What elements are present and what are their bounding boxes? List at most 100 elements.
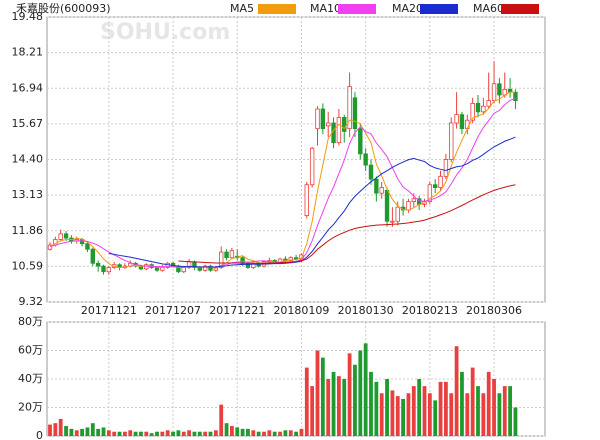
- candle-body: [309, 147, 315, 186]
- volume-bar: [331, 371, 336, 436]
- legend-label: MA10: [310, 2, 341, 15]
- volume-bar: [213, 430, 218, 436]
- volume-bar: [492, 379, 496, 436]
- candle-body: [63, 233, 69, 239]
- volume-bar: [374, 381, 379, 436]
- volume-bar: [486, 371, 491, 436]
- volume-bar: [278, 431, 282, 436]
- candle-body: [390, 220, 395, 223]
- candle-body: [374, 178, 379, 194]
- chart-title: 禾嘉股份(600093): [16, 1, 111, 15]
- x-tick-label: 20171121: [81, 304, 137, 317]
- candle-body: [90, 248, 95, 264]
- volume-bar: [64, 426, 68, 436]
- volume-bar: [465, 393, 470, 436]
- volume-bar: [149, 433, 154, 436]
- legend-label: MA20: [392, 2, 423, 15]
- candle-body: [181, 267, 186, 273]
- x-tick-label: 20171221: [209, 304, 265, 317]
- volume-bar: [422, 386, 427, 436]
- volume-bar: [369, 371, 373, 436]
- candle-body: [154, 267, 160, 271]
- volume-bar: [144, 431, 149, 436]
- volume-bar: [123, 431, 127, 436]
- volume-bar: [294, 431, 298, 436]
- volume-bar: [187, 430, 191, 436]
- legend-swatch: [258, 4, 296, 14]
- y-tick-label: 40万: [18, 372, 43, 385]
- candle-body: [432, 184, 438, 188]
- candle-body: [315, 108, 320, 130]
- volume-bar: [513, 407, 518, 436]
- volume-bar: [288, 430, 293, 436]
- volume-bar: [53, 423, 58, 436]
- volume-bar: [353, 364, 357, 436]
- candle-body: [101, 265, 106, 273]
- candle-body: [454, 114, 459, 124]
- volume-bar: [299, 428, 304, 436]
- candle-body: [229, 250, 235, 259]
- volume-bar: [390, 390, 395, 436]
- volume-bar: [192, 431, 197, 436]
- candle-body: [95, 262, 101, 267]
- legend-swatch: [420, 4, 458, 14]
- legend-label: MA60: [473, 2, 504, 15]
- candle-body: [481, 105, 486, 113]
- volume-bar: [427, 393, 432, 436]
- volume-bar: [379, 393, 384, 436]
- candle-body: [320, 108, 326, 130]
- volume-bar: [181, 431, 186, 436]
- ma-line: [178, 184, 516, 264]
- x-tick-label: 20180213: [402, 304, 458, 317]
- candle-body: [470, 102, 475, 121]
- candle-body: [347, 86, 352, 130]
- candle-body: [497, 83, 502, 96]
- ma-line: [49, 91, 516, 269]
- volume-bar: [460, 371, 464, 436]
- y-tick-label: 18.21: [12, 46, 44, 59]
- volume-bar: [256, 431, 261, 436]
- candle-body: [58, 233, 63, 240]
- volume-bar: [262, 431, 266, 436]
- volume-bar: [165, 430, 170, 436]
- candle-body: [411, 198, 416, 202]
- candle-body: [438, 175, 443, 188]
- candle-body: [427, 184, 433, 202]
- candle-body: [202, 265, 208, 271]
- candle-body: [363, 153, 368, 166]
- volume-bar: [176, 430, 181, 436]
- volume-bar: [235, 427, 240, 436]
- volume-bar: [283, 430, 288, 436]
- legend-swatch: [501, 4, 539, 14]
- volume-bar: [347, 353, 352, 436]
- volume-bar: [454, 346, 459, 436]
- volume-bar: [112, 431, 117, 436]
- candle-body: [486, 100, 491, 107]
- candle-body: [406, 201, 411, 211]
- candle-body: [224, 251, 229, 259]
- volume-bar: [363, 343, 368, 436]
- volume-bar: [48, 424, 52, 436]
- volume-bar: [272, 431, 277, 436]
- candle-body: [352, 97, 358, 130]
- x-tick-label: 20180306: [466, 304, 522, 317]
- candle-body: [208, 265, 213, 271]
- volume-bar: [438, 381, 443, 436]
- volume-bar: [155, 431, 159, 436]
- candle-body: [293, 257, 299, 260]
- candle-body: [342, 117, 347, 132]
- legend-label: MA5: [230, 2, 254, 15]
- candle-body: [368, 164, 374, 180]
- volume-bar: [197, 431, 202, 436]
- volume-bar: [470, 367, 475, 436]
- volume-bar: [401, 398, 405, 436]
- volume-bar: [358, 350, 363, 436]
- volume-bar: [411, 386, 416, 436]
- y-tick-label: 20万: [18, 401, 43, 414]
- volume-bar: [219, 404, 224, 436]
- x-tick-label: 20171207: [145, 304, 201, 317]
- candle-body: [288, 257, 293, 261]
- volume-bar: [90, 423, 95, 436]
- volume-bar: [320, 357, 325, 436]
